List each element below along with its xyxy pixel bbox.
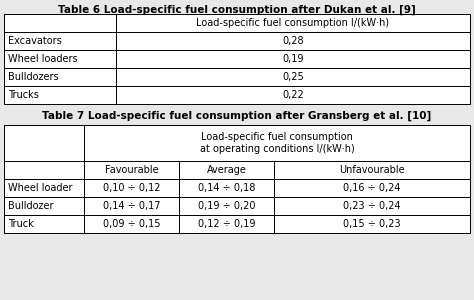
Text: 0,28: 0,28 [282, 36, 304, 46]
Text: Table 7 Load-specific fuel consumption after Gransberg et al. [10]: Table 7 Load-specific fuel consumption a… [42, 111, 432, 121]
Text: Average: Average [207, 165, 246, 175]
Bar [84, 179, 179, 197]
Bar [116, 86, 470, 104]
Bar [116, 50, 470, 68]
Bar [4, 86, 116, 104]
Bar [4, 14, 116, 32]
Bar [84, 197, 179, 215]
Text: Bulldozers: Bulldozers [8, 72, 59, 82]
Text: 0,19 ÷ 0,20: 0,19 ÷ 0,20 [198, 201, 255, 211]
Bar [4, 125, 84, 161]
Bar [116, 14, 470, 32]
Text: 0,25: 0,25 [282, 72, 304, 82]
Text: Excavators: Excavators [8, 36, 62, 46]
Bar [274, 215, 470, 233]
Bar [179, 179, 274, 197]
Text: Load-specific fuel consumption
at operating conditions l/(kW·h): Load-specific fuel consumption at operat… [200, 132, 355, 154]
Text: 0,09 ÷ 0,15: 0,09 ÷ 0,15 [103, 219, 160, 229]
Bar [179, 215, 274, 233]
Text: 0,15 ÷ 0,23: 0,15 ÷ 0,23 [343, 219, 401, 229]
Bar [116, 68, 470, 86]
Bar [84, 125, 470, 161]
Bar [116, 32, 470, 50]
Text: Bulldozer: Bulldozer [8, 201, 54, 211]
Text: 0,14 ÷ 0,18: 0,14 ÷ 0,18 [198, 183, 255, 193]
Text: 0,12 ÷ 0,19: 0,12 ÷ 0,19 [198, 219, 255, 229]
Bar [4, 32, 116, 50]
Text: Unfavourable: Unfavourable [339, 165, 405, 175]
Text: 0,23 ÷ 0,24: 0,23 ÷ 0,24 [343, 201, 401, 211]
Bar [274, 179, 470, 197]
Bar [179, 197, 274, 215]
Text: Wheel loaders: Wheel loaders [8, 54, 78, 64]
Text: 0,19: 0,19 [282, 54, 304, 64]
Bar [4, 161, 84, 179]
Text: 0,10 ÷ 0,12: 0,10 ÷ 0,12 [103, 183, 160, 193]
Bar [179, 161, 274, 179]
Bar [84, 215, 179, 233]
Text: 0,22: 0,22 [282, 90, 304, 100]
Bar [4, 68, 116, 86]
Text: Trucks: Trucks [8, 90, 39, 100]
Bar [84, 161, 179, 179]
Text: 0,14 ÷ 0,17: 0,14 ÷ 0,17 [103, 201, 160, 211]
Text: Truck: Truck [8, 219, 34, 229]
Text: Table 6 Load-specific fuel consumption after Dukan et al. [9]: Table 6 Load-specific fuel consumption a… [58, 5, 416, 15]
Text: Load-specific fuel consumption l/(kW·h): Load-specific fuel consumption l/(kW·h) [196, 18, 390, 28]
Bar [4, 179, 84, 197]
Bar [4, 50, 116, 68]
Bar [274, 197, 470, 215]
Bar [4, 215, 84, 233]
Bar [274, 161, 470, 179]
Text: 0,16 ÷ 0,24: 0,16 ÷ 0,24 [343, 183, 401, 193]
Bar [4, 197, 84, 215]
Text: Wheel loader: Wheel loader [8, 183, 73, 193]
Text: Favourable: Favourable [105, 165, 158, 175]
